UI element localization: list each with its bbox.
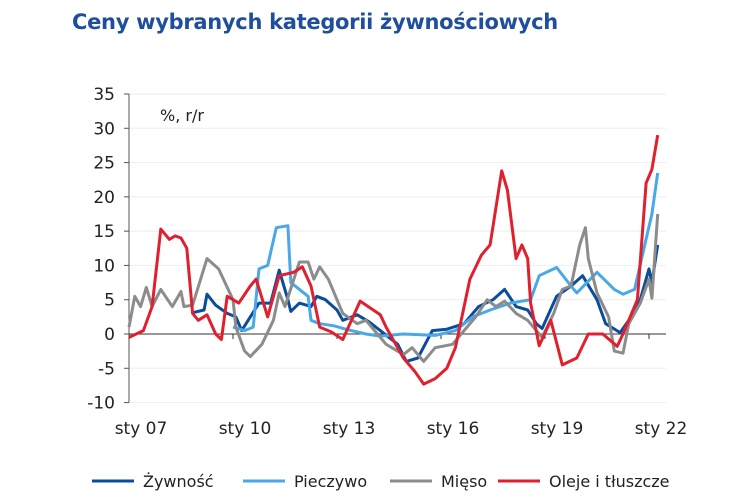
chart-title: Ceny wybranych kategorii żywnościowych xyxy=(72,10,558,34)
y-tick-label: 5 xyxy=(104,291,115,311)
unit-label: %, r/r xyxy=(160,106,204,125)
y-tick-label: 15 xyxy=(93,222,115,242)
x-tick-label: sty 10 xyxy=(219,419,272,439)
legend-label: Oleje i tłuszcze xyxy=(549,472,670,491)
y-tick-label: 0 xyxy=(104,325,115,345)
x-tick-label: sty 16 xyxy=(427,419,480,439)
x-tick-label: sty 22 xyxy=(635,419,688,439)
x-tick-label: sty 13 xyxy=(323,419,376,439)
legend-label: Żywność xyxy=(143,472,214,491)
y-tick-label: 30 xyxy=(93,119,115,139)
y-tick-label: 35 xyxy=(93,85,115,105)
y-tick-label: -10 xyxy=(87,394,115,414)
legend-label: Pieczywo xyxy=(294,472,367,491)
x-tick-label: sty 07 xyxy=(115,419,168,439)
x-tick-label: sty 19 xyxy=(531,419,584,439)
legend-label: Mięso xyxy=(441,472,487,491)
series-line-4 xyxy=(128,134,660,386)
series-line-2 xyxy=(232,172,660,338)
series-line-3 xyxy=(127,213,660,363)
y-tick-label: 20 xyxy=(93,188,115,208)
y-tick-label: 25 xyxy=(93,154,115,174)
y-tick-label: 10 xyxy=(93,256,115,276)
y-tick-label: -5 xyxy=(98,359,115,379)
